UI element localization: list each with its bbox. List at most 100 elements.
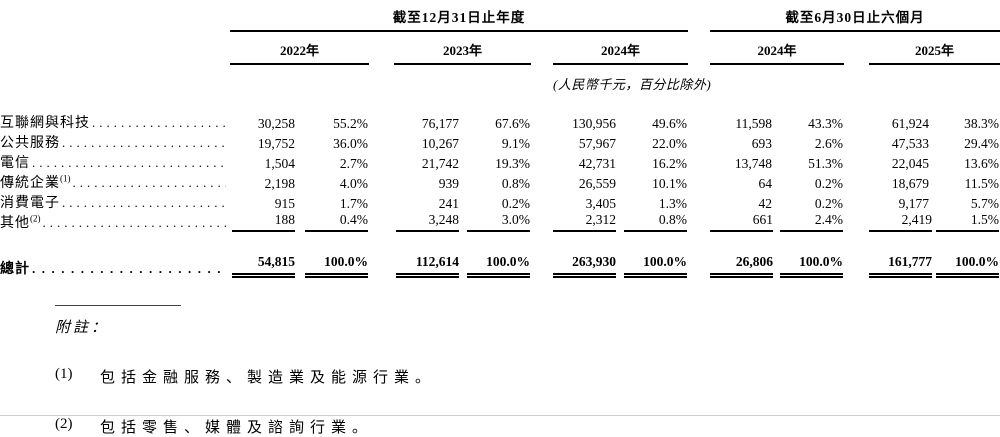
cell-value: 915 [274, 196, 295, 211]
footnote-ref-1: (1) [60, 173, 71, 184]
year-header-2024-interim: 2024年 [710, 31, 844, 65]
total-percent: 100.0% [936, 254, 1000, 278]
dot-leader [90, 115, 226, 131]
table-row-public-services: 公共服務 19,752 36.0% 10,267 9.1% 57,967 22.… [0, 132, 1000, 152]
cell-value: 42,731 [578, 156, 616, 171]
cell-value: 18,679 [891, 176, 929, 191]
footnote-divider [55, 305, 181, 306]
cell-value: 21,742 [421, 156, 459, 171]
cell-value: 693 [751, 136, 772, 151]
dot-leader [41, 215, 227, 231]
total-value: 263,930 [553, 254, 616, 278]
year-header-2024: 2024年 [553, 31, 688, 65]
total-percent: 100.0% [624, 254, 687, 278]
cell-value: 42 [758, 196, 773, 211]
total-percent: 100.0% [305, 254, 368, 278]
dot-leader [30, 155, 226, 171]
dot-leader [60, 195, 226, 211]
cell-value: 26,559 [578, 176, 616, 191]
cell-percent: 4.0% [339, 176, 368, 191]
row-label: 電信 [0, 156, 30, 171]
cell-percent: 55.2% [333, 116, 368, 131]
cell-percent: 36.0% [333, 136, 368, 151]
cell-value: 2,198 [264, 176, 295, 191]
cell-percent: 11.5% [964, 176, 1000, 191]
cell-percent: 0.8% [624, 212, 687, 232]
cell-percent: 51.3% [808, 156, 843, 171]
table-row-traditional-enterprises: 傳統企業(1) 2,198 4.0% 939 0.8% 26,559 10.1%… [0, 172, 1000, 192]
row-label: 公共服務 [0, 136, 60, 151]
note-item-1: (1) 包括金融服務、製造業及能源行業。 [55, 366, 1000, 387]
cell-value: 939 [438, 176, 459, 191]
total-value: 26,806 [710, 254, 773, 278]
year-header-2025-interim: 2025年 [869, 31, 1000, 65]
footnotes-section: 附註： (1) 包括金融服務、製造業及能源行業。 (2) 包括零售、媒體及諮詢行… [55, 305, 1000, 437]
cell-value: 10,267 [421, 136, 459, 151]
group-header-annual: 截至12月31日止年度 [230, 4, 688, 32]
row-label: 傳統企業(1) [0, 173, 71, 191]
note-item-2: (2) 包括零售、媒體及諮詢行業。 [55, 416, 1000, 437]
row-label: 其他(2) [0, 213, 41, 231]
footnote-ref-2: (2) [30, 213, 41, 224]
table-row-telecom: 電信 1,504 2.7% 21,742 19.3% 42,731 16.2% … [0, 152, 1000, 172]
total-percent: 100.0% [467, 254, 530, 278]
dot-leader [30, 261, 226, 277]
table-row-others: 其他(2) 188 0.4% 3,248 3.0% 2,312 0.8% 661… [0, 212, 1000, 232]
note-text: 包括零售、媒體及諮詢行業。 [100, 420, 374, 436]
cell-percent: 2.6% [814, 136, 843, 151]
cell-percent: 1.7% [339, 196, 368, 211]
cell-value: 64 [758, 176, 773, 191]
cell-percent: 0.2% [501, 196, 530, 211]
cell-percent: 1.5% [936, 212, 1000, 232]
document-page: 截至12月31日止年度 截至6月30日止六個月 2022年 2023年 2024… [0, 0, 1000, 417]
cell-percent: 0.2% [814, 176, 843, 191]
cell-percent: 22.0% [652, 136, 687, 151]
cell-percent: 5.7% [970, 196, 1000, 211]
cell-value: 2,312 [553, 212, 616, 232]
table-row-internet-tech: 互聯網與科技 30,258 55.2% 76,177 67.6% 130,956… [0, 112, 1000, 132]
cell-percent: 1.3% [658, 196, 687, 211]
cell-value: 11,598 [735, 116, 772, 131]
cell-value: 188 [232, 212, 295, 232]
notes-heading: 附註： [55, 320, 110, 336]
cell-value: 661 [710, 212, 773, 232]
total-value: 161,777 [869, 254, 932, 278]
row-label: 消費電子 [0, 196, 60, 211]
cell-value: 19,752 [257, 136, 295, 151]
total-label: 總計 [0, 262, 30, 277]
cell-value: 30,258 [257, 116, 295, 131]
table-row-consumer-electronics: 消費電子 915 1.7% 241 0.2% 3,405 1.3% 42 0.2… [0, 192, 1000, 212]
period-group-header-row: 截至12月31日止年度 截至6月30日止六個月 [0, 4, 1000, 32]
cell-percent: 16.2% [652, 156, 687, 171]
year-header-2023: 2023年 [394, 31, 531, 65]
cell-value: 241 [438, 196, 459, 211]
cell-percent: 10.1% [652, 176, 687, 191]
total-value: 54,815 [232, 254, 295, 278]
cell-percent: 67.6% [495, 116, 530, 131]
cell-percent: 49.6% [652, 116, 687, 131]
table-row-total: 總計 54,815 100.0% 112,614 100.0% 263,930 … [0, 251, 1000, 278]
cell-value: 61,924 [891, 116, 929, 131]
unit-note: (人民幣千元，百分比除外) [553, 77, 712, 92]
cell-value: 3,405 [585, 196, 616, 211]
cell-percent: 13.6% [964, 156, 1000, 171]
cell-value: 47,533 [891, 136, 929, 151]
cell-value: 76,177 [421, 116, 459, 131]
total-percent: 100.0% [780, 254, 843, 278]
total-value: 112,614 [396, 254, 459, 278]
cell-value: 13,748 [734, 156, 772, 171]
cell-value: 2,419 [869, 212, 932, 232]
cell-percent: 38.3% [964, 116, 1000, 131]
spacer-row [0, 232, 1000, 251]
cell-value: 57,967 [578, 136, 616, 151]
note-text: 包括金融服務、製造業及能源行業。 [100, 370, 437, 386]
cell-percent: 2.4% [780, 212, 843, 232]
revenue-by-industry-table: 截至12月31日止年度 截至6月30日止六個月 2022年 2023年 2024… [0, 4, 1000, 278]
cell-percent: 0.8% [501, 176, 530, 191]
cell-percent: 43.3% [808, 116, 843, 131]
year-header-2022: 2022年 [230, 31, 369, 65]
cell-value: 3,248 [396, 212, 459, 232]
cell-percent: 29.4% [964, 136, 1000, 151]
dot-leader [60, 135, 226, 151]
cell-percent: 9.1% [501, 136, 530, 151]
